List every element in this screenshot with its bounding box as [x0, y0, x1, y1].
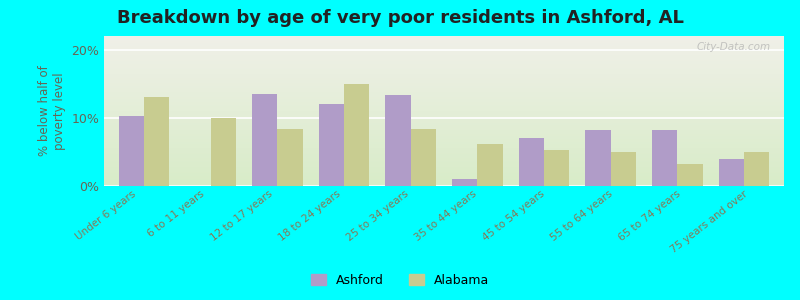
Text: 35 to 44 years: 35 to 44 years — [412, 189, 478, 243]
Bar — [210, 118, 236, 186]
Text: Breakdown by age of very poor residents in Ashford, AL: Breakdown by age of very poor residents … — [117, 9, 683, 27]
Bar — [318, 104, 344, 186]
Text: 18 to 24 years: 18 to 24 years — [276, 189, 342, 243]
Text: City-Data.com: City-Data.com — [696, 42, 770, 52]
Bar — [118, 116, 144, 186]
Text: 6 to 11 years: 6 to 11 years — [146, 189, 206, 239]
Bar — [252, 94, 278, 186]
Bar — [278, 129, 302, 186]
Text: 75 years and over: 75 years and over — [670, 189, 750, 255]
Bar — [718, 159, 744, 186]
Bar — [344, 84, 370, 186]
Text: 55 to 64 years: 55 to 64 years — [548, 189, 614, 243]
Bar — [610, 152, 636, 186]
Bar — [678, 164, 702, 186]
Bar — [652, 130, 678, 186]
Bar — [386, 95, 410, 186]
Text: 65 to 74 years: 65 to 74 years — [616, 189, 682, 243]
Bar — [586, 130, 610, 186]
Y-axis label: % below half of
poverty level: % below half of poverty level — [38, 66, 66, 156]
Text: 45 to 54 years: 45 to 54 years — [480, 189, 546, 243]
Bar — [518, 138, 544, 186]
Bar — [144, 98, 170, 186]
Text: 25 to 34 years: 25 to 34 years — [344, 189, 410, 243]
Text: Under 6 years: Under 6 years — [74, 189, 138, 242]
Legend: Ashford, Alabama: Ashford, Alabama — [307, 270, 493, 291]
Bar — [744, 152, 770, 186]
Bar — [452, 179, 478, 186]
Bar — [410, 129, 436, 186]
Text: 12 to 17 years: 12 to 17 years — [208, 189, 274, 243]
Bar — [478, 144, 502, 186]
Bar — [544, 150, 570, 186]
